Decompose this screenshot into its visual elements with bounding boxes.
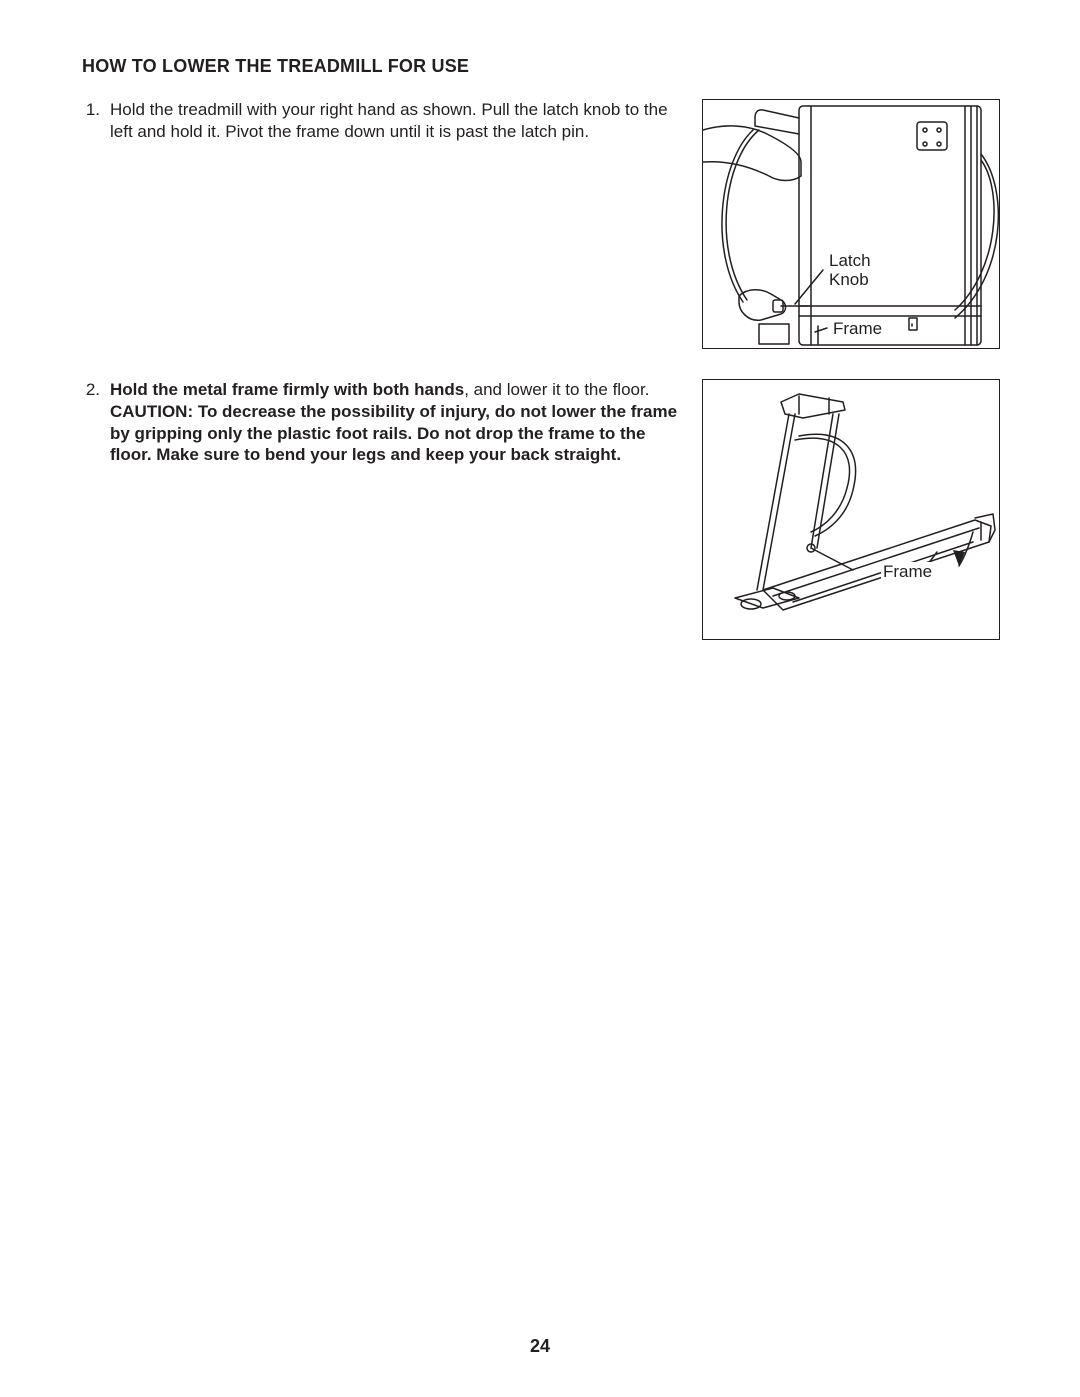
step-2-bold-lead: Hold the metal frame firmly with both ha… [110,380,464,399]
figure-2-label-frame: Frame [881,562,934,582]
figure-1-label-latch: LatchKnob [827,252,879,289]
figure-1: LatchKnob Frame [702,99,1000,349]
step-2-text: 2. Hold the metal frame firmly with both… [82,379,680,466]
step-1-body: Hold the treadmill with your right hand … [110,99,680,143]
step-2-mid: , and lower it to the floor. [464,380,649,399]
step-1-number: 1. [82,99,100,143]
figure-2-drawing [703,380,1001,641]
figure-2: Frame [702,379,1000,640]
step-1-text: 1. Hold the treadmill with your right ha… [82,99,680,143]
step-1-row: 1. Hold the treadmill with your right ha… [82,99,1000,349]
step-2-number: 2. [82,379,100,466]
page-number: 24 [0,1336,1080,1357]
step-2-row: 2. Hold the metal frame firmly with both… [82,379,1000,640]
figure-1-label-frame: Frame [831,319,884,339]
step-2-body: Hold the metal frame firmly with both ha… [110,379,680,466]
section-heading: HOW TO LOWER THE TREADMILL FOR USE [82,56,1000,77]
figure-1-drawing [703,100,1001,350]
step-2-bold-tail: CAUTION: To decrease the possibility of … [110,402,677,465]
